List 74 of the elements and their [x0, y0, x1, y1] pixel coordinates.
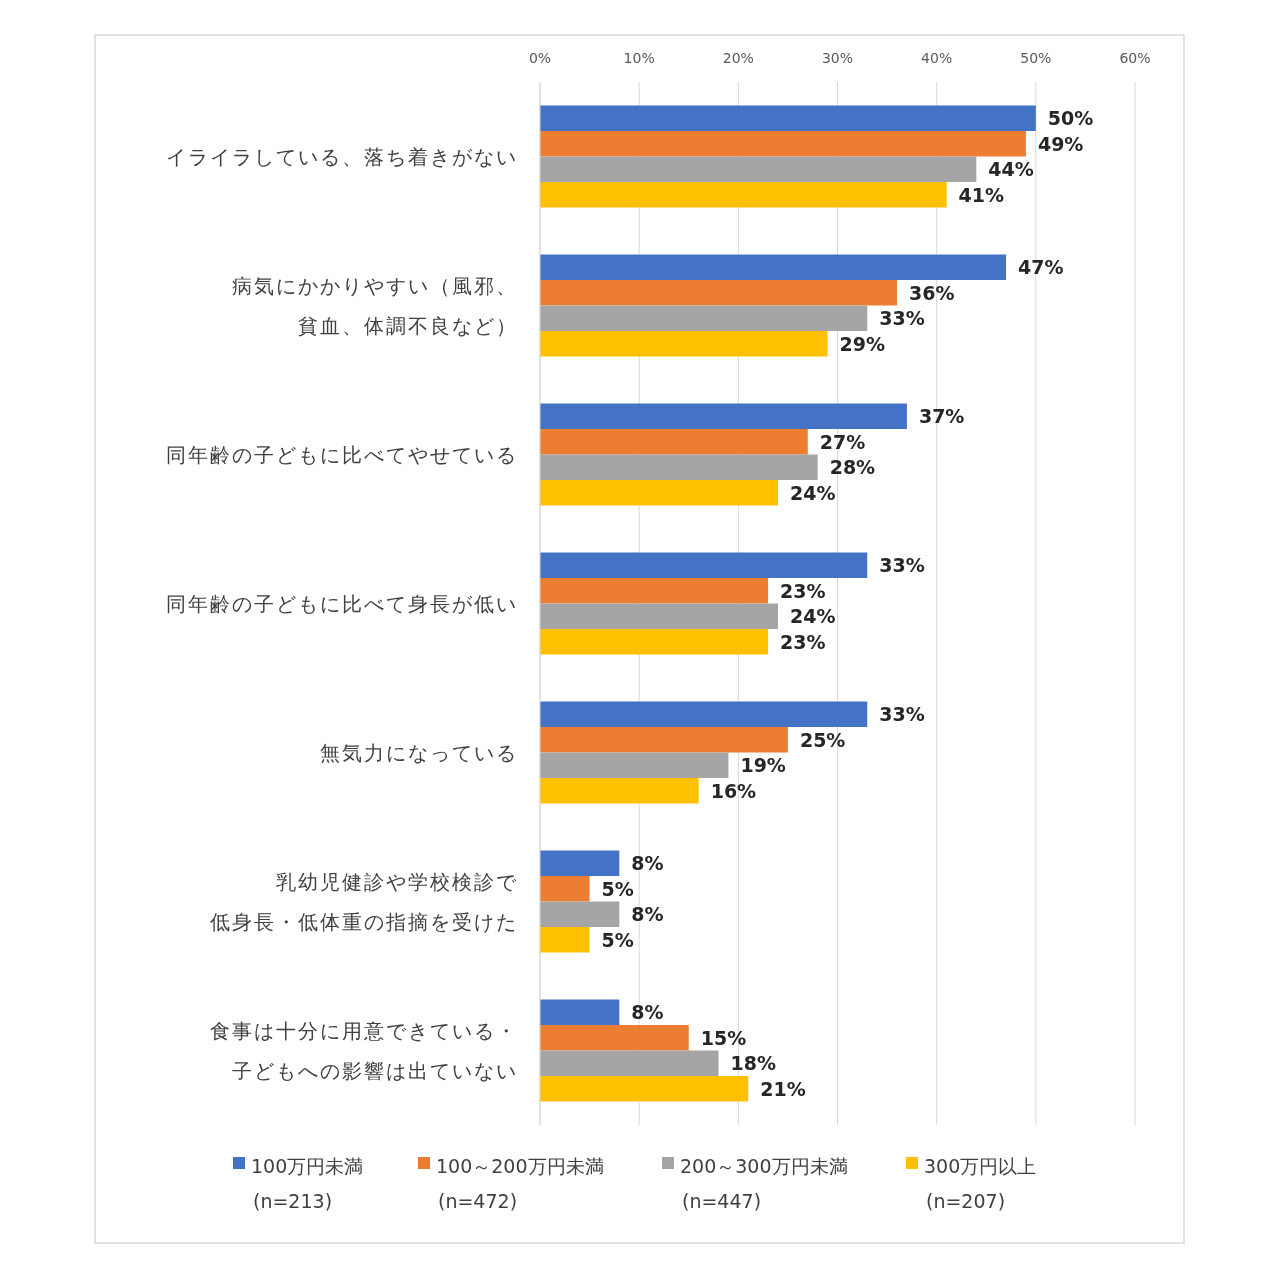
bar: [540, 578, 769, 604]
bar: [540, 480, 778, 506]
x-tick-label: 40%: [921, 50, 953, 66]
y-tick-label: 病気にかかりやすい（風邪、貧血、体調不良など）: [232, 273, 518, 338]
x-tick-label: 20%: [722, 50, 754, 66]
x-tick-label: 30%: [821, 50, 854, 66]
data-label: 24%: [790, 481, 836, 504]
data-label: 8%: [631, 1001, 664, 1024]
legend-label: 200～300万円未満 (n=447): [680, 1155, 848, 1212]
bar: [540, 701, 868, 727]
data-label: 33%: [879, 307, 925, 330]
y-tick-label: 無気力になっている: [320, 740, 518, 765]
data-label: 33%: [879, 703, 925, 726]
data-label: 8%: [631, 903, 664, 926]
bar: [540, 629, 769, 655]
legend-label: 100万円未満 (n=213): [251, 1155, 364, 1212]
data-label: 33%: [879, 554, 925, 577]
bar: [540, 305, 868, 331]
data-label: 5%: [601, 928, 634, 951]
data-label: 23%: [780, 630, 826, 653]
bar: [540, 131, 1026, 157]
bar: [540, 999, 620, 1025]
data-label: 15%: [700, 1026, 747, 1049]
data-label: 37%: [918, 405, 965, 428]
data-label: 24%: [790, 605, 836, 628]
data-label: 28%: [829, 456, 876, 479]
data-label: 19%: [740, 754, 786, 777]
data-label: 49%: [1037, 132, 1084, 155]
data-label: 47%: [1018, 256, 1064, 279]
y-tick-label: 同年齢の子どもに比べてやせている: [166, 442, 518, 467]
bar: [540, 850, 620, 876]
data-label: 41%: [958, 183, 1005, 206]
data-label: 27%: [819, 430, 866, 453]
data-label: 5%: [601, 877, 634, 900]
bar: [540, 331, 828, 357]
bar: [540, 901, 620, 927]
bar: [540, 876, 590, 902]
bar: [540, 280, 897, 306]
data-label: 16%: [710, 779, 757, 802]
bar: [540, 1076, 749, 1102]
y-tick-label: 乳幼児健診や学校検診で低身長・低体重の指摘を受けた: [210, 869, 518, 934]
bar: [540, 1025, 689, 1051]
data-label: 50%: [1047, 107, 1094, 130]
bar: [540, 778, 699, 804]
data-label: 36%: [909, 281, 955, 304]
bar: [540, 429, 808, 455]
data-label: 8%: [631, 852, 664, 875]
bar: [540, 552, 868, 578]
y-tick-label: 食事は十分に用意できている・子どもへの影響は出ていない: [210, 1018, 518, 1083]
x-tick-label: 0%: [528, 50, 552, 66]
bar: [540, 156, 977, 182]
x-tick-label: 60%: [1119, 50, 1151, 66]
bar: [540, 105, 1036, 131]
bar: [540, 727, 788, 753]
data-label: 21%: [760, 1077, 806, 1100]
legend-label: 300万円以上 (n=207): [924, 1155, 1037, 1212]
data-label: 29%: [839, 332, 886, 355]
x-tick-label: 50%: [1020, 50, 1052, 66]
data-label: 18%: [730, 1052, 776, 1075]
data-label: 23%: [780, 579, 826, 602]
bar: [540, 182, 947, 208]
bar: [540, 603, 778, 629]
data-label: 25%: [799, 728, 846, 751]
bar: [540, 454, 818, 480]
bar: [540, 403, 907, 429]
y-tick-label: 同年齢の子どもに比べて身長が低い: [166, 591, 518, 616]
bar: [540, 254, 1007, 280]
y-tick-label: イライラしている、落ち着きがない: [166, 144, 518, 169]
bar: [540, 927, 590, 953]
x-tick-label: 10%: [623, 50, 655, 66]
bar: [540, 1050, 719, 1076]
bar: [540, 752, 729, 778]
data-label: 44%: [988, 158, 1034, 181]
legend-label: 100～200万円未満 (n=472): [436, 1155, 604, 1212]
